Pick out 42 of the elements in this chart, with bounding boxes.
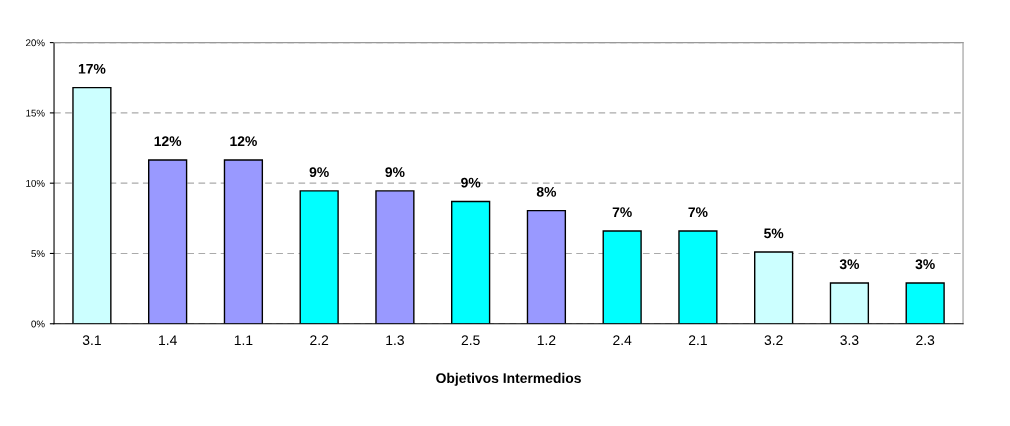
data-label: 5% [764, 228, 784, 239]
bar [754, 251, 794, 324]
data-label: 3% [915, 259, 935, 270]
x-tick-label: 2.3 [916, 335, 935, 346]
y-tick-label: 10% [26, 179, 45, 187]
bar [148, 159, 188, 324]
x-tick-label: 1.2 [537, 335, 556, 345]
x-tick-label: 3.2 [764, 335, 783, 346]
x-tick-label: 2.4 [613, 335, 632, 345]
data-label: 7% [612, 207, 632, 218]
data-label: 3% [839, 259, 860, 270]
data-label: 7% [688, 207, 708, 218]
y-tick-label: 20% [26, 39, 45, 47]
x-tick-label: 1.4 [159, 335, 177, 345]
x-tick-label: 2.5 [461, 335, 480, 346]
bar [602, 230, 642, 324]
y-tick-label: 15% [26, 109, 45, 117]
y-tick-label: 0% [31, 320, 45, 328]
data-label: 9% [385, 167, 405, 178]
bar [905, 282, 945, 324]
bar [299, 190, 339, 324]
bar [526, 209, 567, 324]
x-tick-label: 1.3 [386, 335, 404, 346]
x-tick-label: 2.2 [310, 335, 329, 345]
data-label: 12% [230, 136, 257, 147]
bar [678, 230, 718, 324]
bar [223, 159, 264, 324]
y-tick-label: 5% [31, 250, 45, 258]
bar [451, 200, 491, 324]
x-tick-label: 2.1 [688, 335, 707, 345]
data-label: 17% [78, 63, 106, 74]
data-label: 12% [154, 136, 182, 147]
data-label: 8% [536, 186, 557, 197]
data-label: 9% [309, 167, 329, 178]
x-axis-title: Objetivos Intermedios [436, 372, 581, 386]
bar [72, 86, 112, 324]
x-tick-label: 3.1 [82, 335, 101, 346]
x-tick-label: 3.3 [840, 335, 859, 346]
bar [829, 282, 870, 324]
x-tick-label: 1.1 [234, 335, 253, 345]
data-label: 9% [461, 177, 481, 188]
bar [375, 190, 415, 324]
